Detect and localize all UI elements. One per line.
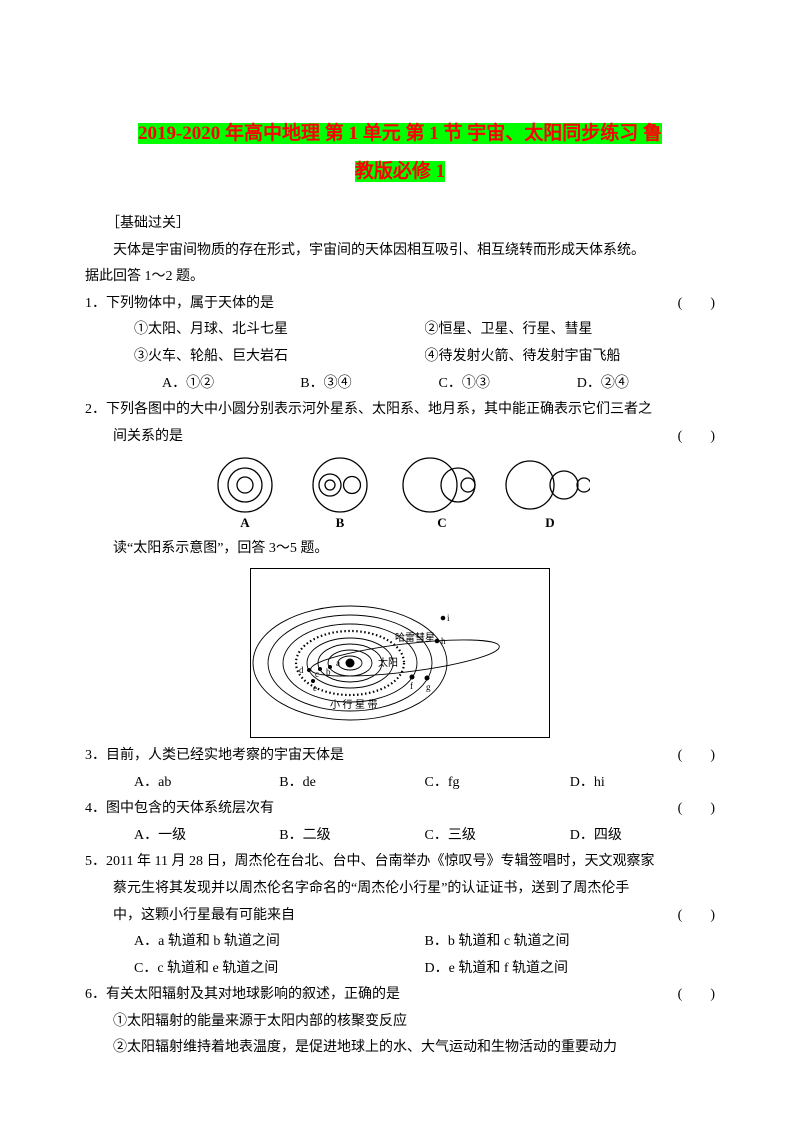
question-3: 3．目前，人类已经实地考察的宇宙天体是 ( ): [85, 743, 715, 770]
question-1: 1．下列物体中，属于天体的是 ( ): [85, 291, 715, 318]
solar-label-a: a: [336, 658, 340, 668]
q6-paren: ( ): [678, 982, 715, 1009]
q1-opt-d: D．②④: [577, 371, 715, 398]
q3-opt-b: B．de: [279, 770, 424, 797]
q2-stem2: 间关系的是: [113, 429, 183, 444]
q1-choice-1: ①太阳、月球、北斗七星: [134, 317, 425, 344]
q1-paren: ( ): [678, 291, 715, 318]
solar-label-i: i: [447, 613, 450, 623]
q4-options: A．一级 B．二级 C．三级 D．四级: [85, 823, 715, 850]
solar-svg: a 太阳 b c d e f g h i 哈雷彗星 小 行 星 带: [250, 568, 550, 738]
question-4: 4．图中包含的天体系统层次有 ( ): [85, 796, 715, 823]
q5-opt-a: A．a 轨道和 b 轨道之间: [134, 929, 425, 956]
diagram-d-label: D: [545, 515, 554, 530]
diagram-a: A: [218, 458, 272, 530]
q6-stem: 6．有关太阳辐射及其对地球影响的叙述，正确的是: [85, 987, 400, 1002]
solar-label-h: h: [441, 636, 446, 646]
solar-label-halley: 哈雷彗星: [395, 631, 435, 644]
q1-opt-b: B．③④: [300, 371, 438, 398]
q5-paren: ( ): [678, 903, 715, 930]
diagram-b-label: B: [336, 515, 345, 530]
q3-paren: ( ): [678, 743, 715, 770]
q3-opt-c: C．fg: [425, 770, 570, 797]
q4-opt-d: D．四级: [570, 823, 715, 850]
title-line-2: 教版必修 1: [355, 161, 445, 182]
q4-opt-c: C．三级: [425, 823, 570, 850]
q3-opt-d: D．hi: [570, 770, 715, 797]
solar-label-g: g: [426, 682, 431, 692]
intro-tail: 据此回答 1～2 题。: [85, 264, 715, 291]
q3-opt-a: A．ab: [134, 770, 279, 797]
q1-options: A．①② B．③④ C．①③ D．②④: [85, 371, 715, 398]
q5-opt-c: C．c 轨道和 e 轨道之间: [134, 956, 425, 983]
q4-stem: 4．图中包含的天体系统层次有: [85, 801, 274, 816]
diagram-d: D: [506, 461, 590, 530]
document-title: 2019-2020 年高中地理 第 1 单元 第 1 节 宇宙、太阳同步练习 鲁…: [85, 115, 715, 191]
solar-label-f: f: [410, 681, 413, 691]
q4-paren: ( ): [678, 796, 715, 823]
q5-opt-b: B．b 轨道和 c 轨道之间: [425, 929, 716, 956]
diagram-a-label: A: [240, 515, 250, 530]
q6-choice-1: ①太阳辐射的能量来源于太阳内部的核聚变反应: [85, 1009, 715, 1036]
solar-label-c: c: [315, 669, 319, 679]
q5-opt-d: D．e 轨道和 f 轨道之间: [425, 956, 716, 983]
q1-choice-3: ③火车、轮船、巨大岩石: [134, 344, 425, 371]
diagram-c: C: [403, 458, 475, 530]
q1-choice-2: ②恒星、卫星、行星、彗星: [425, 317, 716, 344]
q1-choices: ①太阳、月球、北斗七星 ②恒星、卫星、行星、彗星 ③火车、轮船、巨大岩石 ④待发…: [85, 317, 715, 370]
title-line-1: 2019-2020 年高中地理 第 1 单元 第 1 节 宇宙、太阳同步练习 鲁: [138, 123, 662, 144]
q1-opt-c: C．①③: [439, 371, 577, 398]
question-6: 6．有关太阳辐射及其对地球影响的叙述，正确的是 ( ): [85, 982, 715, 1009]
q2-diagram: A B C D: [85, 455, 715, 531]
diagram-b: B: [313, 458, 367, 530]
solar-label-e: e: [313, 683, 317, 693]
intro-paragraph: 天体是宇宙间物质的存在形式，宇宙间的天体因相互吸引、相互绕转而形成天体系统。: [85, 238, 715, 265]
question-2-line2: 间关系的是 ( ): [85, 424, 715, 451]
solar-label-sun: 太阳: [378, 656, 398, 669]
section-label: ［基础过关］: [85, 211, 715, 238]
question-2-line1: 2．下列各图中的大中小圆分别表示河外星系、太阳系、地月系，其中能正确表示它们三者…: [85, 397, 715, 424]
q5-stem3: 中，这颗小行星最有可能来自: [113, 908, 295, 923]
q6-choice-2: ②太阳辐射维持着地表温度，是促进地球上的水、大气运动和生物活动的重要动力: [85, 1035, 715, 1062]
q4-opt-b: B．二级: [279, 823, 424, 850]
solar-label-d: d: [299, 665, 304, 675]
solar-system-diagram: a 太阳 b c d e f g h i 哈雷彗星 小 行 星 带: [85, 568, 715, 738]
q5-options: A．a 轨道和 b 轨道之间 B．b 轨道和 c 轨道之间 C．c 轨道和 e …: [85, 929, 715, 982]
q4-opt-a: A．一级: [134, 823, 279, 850]
solar-label-b: b: [326, 667, 331, 677]
question-5-line3: 中，这颗小行星最有可能来自 ( ): [85, 903, 715, 930]
q1-stem: 1．下列物体中，属于天体的是: [85, 296, 274, 311]
q3-options: A．ab B．de C．fg D．hi: [85, 770, 715, 797]
q3-stem: 3．目前，人类已经实地考察的宇宙天体是: [85, 748, 344, 763]
solar-label-belt: 小 行 星 带: [330, 698, 378, 711]
q1-choice-4: ④待发射火箭、待发射宇宙飞船: [425, 344, 716, 371]
prompt-3-5: 读“太阳系示意图”，回答 3～5 题。: [85, 536, 715, 563]
question-5-line2: 蔡元生将其发现并以周杰伦名字命名的“周杰伦小行星”的认证证书，送到了周杰伦手: [85, 876, 715, 903]
diagram-c-label: C: [437, 515, 446, 530]
circles-diagram: A B C D: [210, 455, 590, 531]
q2-paren: ( ): [678, 424, 715, 451]
q1-opt-a: A．①②: [162, 371, 300, 398]
question-5-line1: 5．2011 年 11 月 28 日，周杰伦在台北、台中、台南举办《惊叹号》专辑…: [85, 849, 715, 876]
